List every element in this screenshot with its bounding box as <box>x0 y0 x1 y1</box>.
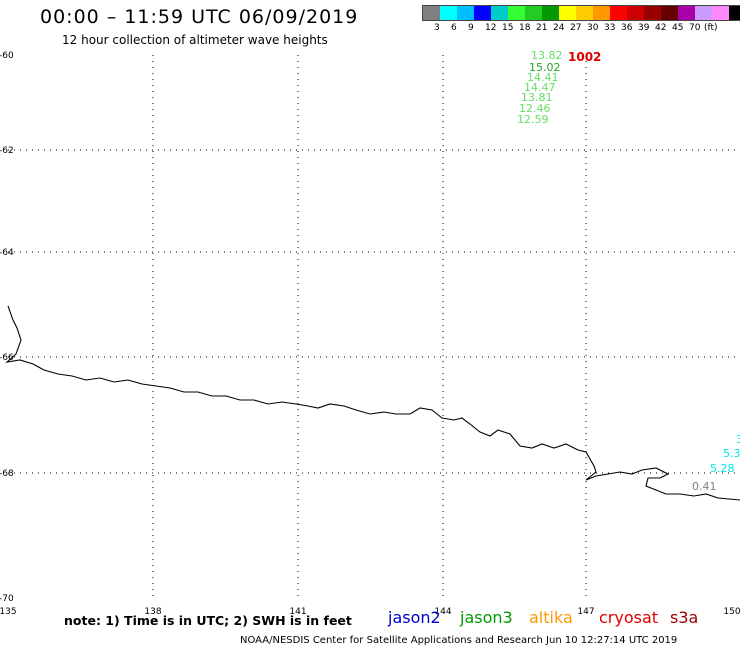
latitude-label: -68 <box>0 469 14 479</box>
legend-swatch <box>678 6 695 20</box>
legend-label: 27 <box>570 23 582 33</box>
wave-height-label: 12.46 <box>519 102 551 115</box>
legend-swatch <box>712 6 729 20</box>
legend-swatch <box>559 6 576 20</box>
mission-label-altika: altika <box>529 608 573 627</box>
wave-height-label: 3 <box>736 433 740 446</box>
legend-label: 42 <box>655 23 667 33</box>
legend-swatch <box>508 6 525 20</box>
latitude-label: -64 <box>0 248 14 258</box>
map-subtitle: 12 hour collection of altimeter wave hei… <box>62 33 328 47</box>
mission-label-s3a: s3a <box>670 608 699 627</box>
legend-swatch <box>576 6 593 20</box>
latitude-label: -70 <box>0 594 14 604</box>
longitude-label: 141 <box>289 607 306 617</box>
pressure-label: 1002 <box>568 50 601 64</box>
legend-swatch <box>440 6 457 20</box>
wave-height-label: 13.82 <box>531 49 563 62</box>
antarctic-coastline <box>5 305 740 501</box>
legend-label: 18 <box>519 23 531 33</box>
legend-label: 39 <box>638 23 650 33</box>
legend-label: 45 <box>672 23 684 33</box>
map-title: 00:00 – 11:59 UTC 06/09/2019 <box>40 6 359 28</box>
legend-swatch <box>457 6 474 20</box>
longitude-label: 138 <box>144 607 161 617</box>
legend-label: 33 <box>604 23 616 33</box>
legend-label: (ft) <box>704 23 718 33</box>
legend-label: 30 <box>587 23 599 33</box>
latitude-label: -62 <box>0 146 14 156</box>
legend-label: 21 <box>536 23 548 33</box>
mission-label-jason2: jason2 <box>388 608 441 627</box>
legend-swatch <box>491 6 508 20</box>
wave-height-label: 12.59 <box>517 113 549 126</box>
wave-height-label: 15.02 <box>529 61 561 74</box>
credit-line: NOAA/NESDIS Center for Satellite Applica… <box>240 635 678 646</box>
color-scale-labels: 3 6 9 12 15 18 21 24 27 30 33 36 39 42 45 70 (ft) <box>422 21 740 33</box>
legend-swatch <box>542 6 559 20</box>
wave-height-label: 5.3 <box>723 447 740 460</box>
wave-height-label: 14.41 <box>527 71 559 84</box>
mission-label-cryosat: cryosat <box>599 608 659 627</box>
legend-swatch <box>525 6 542 20</box>
legend-label: 12 <box>485 23 497 33</box>
legend-swatch <box>474 6 491 20</box>
mission-label-jason3: jason3 <box>460 608 513 627</box>
legend-swatch <box>644 6 661 20</box>
longitude-label: 144 <box>434 607 451 617</box>
legend-swatch <box>661 6 678 20</box>
wave-height-label: 0.41 <box>692 480 717 493</box>
wave-height-label: 13.81 <box>521 91 553 104</box>
legend-label: 3 <box>434 23 440 33</box>
latitude-label: -66 <box>0 353 14 363</box>
lat-lon-grid <box>8 55 740 600</box>
legend-label: 36 <box>621 23 633 33</box>
wave-height-label: 14.47 <box>524 81 556 94</box>
longitude-label: 147 <box>577 607 594 617</box>
legend-swatch <box>593 6 610 20</box>
footnote: note: 1) Time is in UTC; 2) SWH is in fe… <box>64 613 352 628</box>
latitude-label: -60 <box>0 51 14 61</box>
legend-label: 24 <box>553 23 565 33</box>
color-scale-legend: 3 6 9 12 15 18 21 24 27 30 33 36 39 42 45 70 (ft) <box>422 5 740 33</box>
legend-swatch <box>627 6 644 20</box>
legend-label: 70 <box>689 23 701 33</box>
legend-swatch <box>423 6 440 20</box>
color-scale-swatches <box>422 5 740 21</box>
legend-swatch <box>729 6 740 20</box>
wave-height-label: 5.28 <box>710 462 735 475</box>
legend-swatch <box>610 6 627 20</box>
legend-label: 15 <box>502 23 514 33</box>
legend-swatch <box>695 6 712 20</box>
longitude-label: 135 <box>0 607 17 617</box>
longitude-label: 150 <box>723 607 740 617</box>
legend-label: 9 <box>468 23 474 33</box>
legend-label: 6 <box>451 23 457 33</box>
